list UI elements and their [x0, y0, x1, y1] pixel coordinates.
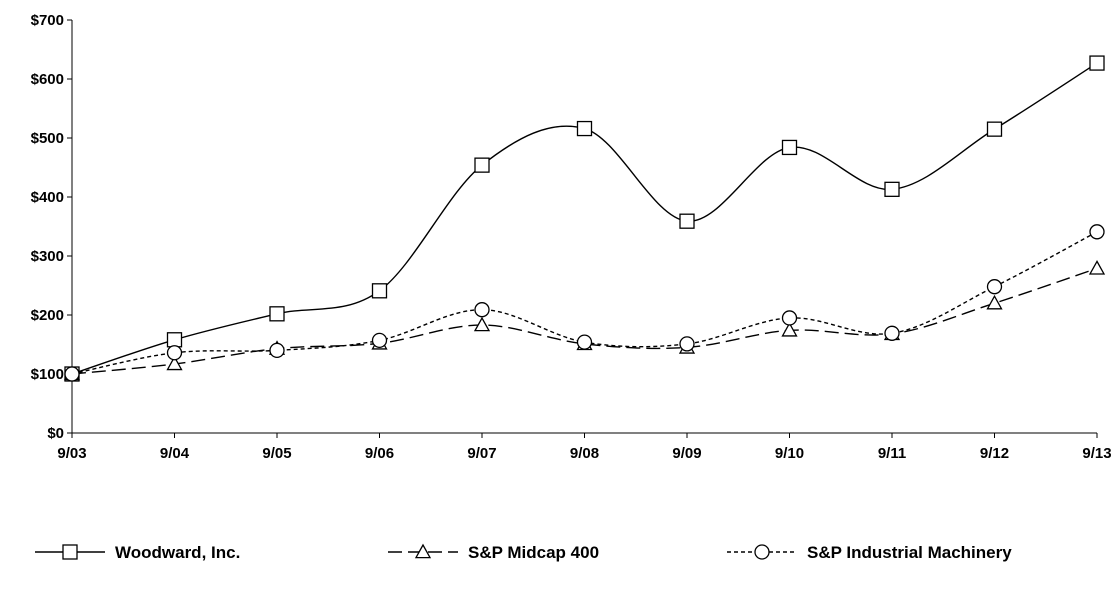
legend-label: Woodward, Inc. — [115, 543, 240, 562]
x-tick-label: 9/03 — [57, 445, 86, 462]
y-tick-label: $100 — [31, 366, 64, 383]
data-point — [166, 345, 183, 361]
legend-marker — [62, 544, 78, 560]
data-point — [986, 121, 1003, 137]
data-point — [371, 283, 388, 299]
y-tick-label: $600 — [31, 71, 64, 88]
data-point — [884, 325, 900, 341]
y-tick-label: $0 — [47, 425, 64, 442]
data-point — [884, 181, 900, 197]
data-point — [166, 355, 183, 371]
data-point — [1088, 260, 1106, 275]
legend-item-2: S&P Industrial Machinery — [727, 543, 1012, 562]
legend-label: S&P Midcap 400 — [468, 543, 599, 562]
series-line — [71, 231, 1098, 375]
series-line — [71, 62, 1098, 375]
data-point — [166, 332, 183, 348]
data-point — [1089, 224, 1105, 240]
y-tick-label: $500 — [31, 130, 64, 147]
series-layer — [63, 55, 1106, 382]
y-tick-label: $300 — [31, 248, 64, 265]
series-line — [71, 267, 1098, 375]
legend: Woodward, Inc. S&P Midcap 400 S&P Industri… — [35, 543, 1012, 562]
data-point — [781, 322, 798, 337]
data-point — [781, 139, 798, 156]
data-point — [269, 306, 285, 322]
legend-marker — [414, 543, 432, 559]
x-tick-label: 9/11 — [878, 445, 906, 462]
series-2 — [64, 224, 1105, 382]
x-tick-label: 9/05 — [262, 445, 291, 462]
series-1 — [63, 260, 1106, 381]
legend-item-0: Woodward, Inc. — [35, 543, 240, 562]
data-point — [1089, 55, 1105, 71]
x-tick-label: 9/04 — [160, 445, 190, 462]
legend-label: S&P Industrial Machinery — [807, 543, 1012, 562]
data-point — [371, 332, 388, 349]
x-tick-label: 9/08 — [570, 445, 599, 462]
x-tick-label: 9/12 — [980, 445, 1009, 462]
data-point — [269, 342, 285, 359]
y-axis: $0 $100 $200 $300 $400 $500 $600 $700 — [31, 12, 73, 442]
y-tick-label: $200 — [31, 307, 64, 324]
data-point — [576, 120, 593, 137]
data-point — [474, 157, 490, 173]
series-0 — [64, 55, 1105, 382]
x-tick-label: 9/10 — [775, 445, 804, 462]
legend-marker — [754, 544, 770, 560]
data-point — [576, 334, 593, 350]
legend-item-1: S&P Midcap 400 — [388, 543, 599, 562]
data-point — [781, 310, 798, 326]
data-point — [986, 294, 1003, 310]
x-tick-label: 9/09 — [672, 445, 701, 462]
data-point — [986, 279, 1003, 295]
x-tick-label: 9/06 — [365, 445, 394, 462]
x-axis: 9/03 9/04 9/05 9/06 9/07 9/08 9/09 9/10 9/11 9/12… — [57, 432, 1112, 462]
x-tick-label: 9/13 — [1082, 445, 1111, 462]
data-point — [679, 336, 695, 352]
y-tick-label: $700 — [31, 12, 64, 29]
data-point — [474, 302, 490, 318]
x-tick-label: 9/07 — [467, 445, 496, 462]
data-point — [473, 316, 491, 332]
y-tick-label: $400 — [31, 189, 64, 206]
data-point — [64, 366, 80, 382]
data-point — [679, 213, 695, 229]
